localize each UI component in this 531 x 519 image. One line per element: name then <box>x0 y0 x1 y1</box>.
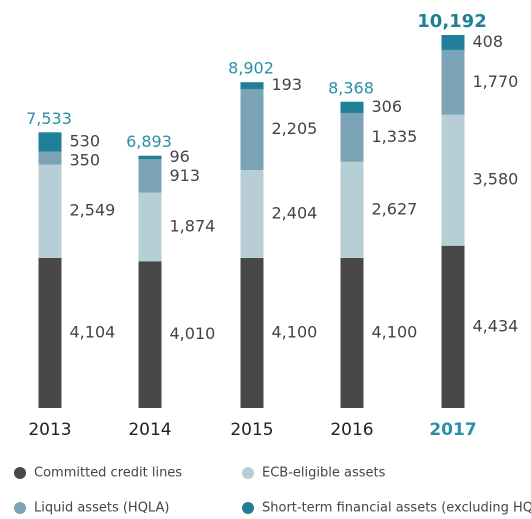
legend-label: Committed credit lines <box>34 466 182 481</box>
value-label: 4,434 <box>473 316 519 335</box>
bar-segment <box>38 257 62 408</box>
legend-label: ECB-eligible assets <box>262 466 386 481</box>
bar-segment <box>240 82 264 90</box>
value-label: 4,100 <box>372 322 418 341</box>
x-tick-label: 2015 <box>230 420 273 440</box>
value-label: 4,104 <box>70 322 116 341</box>
bar-segment <box>38 151 62 165</box>
bar-segment <box>441 114 465 246</box>
bar-segment <box>240 257 264 408</box>
bar-segment <box>441 35 465 50</box>
value-label: 4,010 <box>170 324 216 343</box>
value-label: 408 <box>473 32 504 51</box>
bar-segment <box>138 261 162 408</box>
bar-segment <box>340 101 364 113</box>
bar-segment <box>240 89 264 170</box>
total-label: 6,893 <box>126 132 172 151</box>
value-label: 2,627 <box>372 199 418 218</box>
bar-segment <box>138 192 162 262</box>
x-tick-label: 2017 <box>429 420 476 440</box>
bar-segment <box>340 112 364 162</box>
bar-segment <box>38 132 62 152</box>
bar-segment <box>38 164 62 258</box>
bar-segment <box>441 245 465 408</box>
value-label: 96 <box>170 147 190 166</box>
bar-segment <box>240 169 264 258</box>
bar-segment <box>138 155 162 160</box>
legend-swatch <box>242 467 254 479</box>
value-label: 913 <box>170 166 201 185</box>
total-label: 7,533 <box>26 109 72 128</box>
legend-label: Short-term financial assets (excluding H… <box>262 501 531 516</box>
legend-swatch <box>14 502 26 514</box>
total-label: 8,902 <box>228 59 274 78</box>
value-label: 1,770 <box>473 72 519 91</box>
value-label: 1,335 <box>372 127 418 146</box>
value-label: 2,205 <box>272 119 318 138</box>
total-label: 10,192 <box>417 11 486 32</box>
value-label: 3,580 <box>473 170 519 189</box>
value-label: 350 <box>70 151 101 170</box>
value-label: 2,404 <box>272 203 318 222</box>
legend-label: Liquid assets (HQLA) <box>34 501 169 516</box>
bar-segment <box>340 257 364 408</box>
value-label: 306 <box>372 97 403 116</box>
value-label: 530 <box>70 132 101 151</box>
legend-swatch <box>14 467 26 479</box>
bar-segment <box>340 161 364 258</box>
legend-swatch <box>242 502 254 514</box>
value-label: 193 <box>272 75 303 94</box>
total-label: 8,368 <box>328 78 374 97</box>
value-label: 4,100 <box>272 322 318 341</box>
bar-segment <box>441 49 465 115</box>
x-tick-label: 2013 <box>28 420 71 440</box>
value-label: 1,874 <box>170 216 216 235</box>
value-label: 2,549 <box>70 201 116 220</box>
x-tick-label: 2014 <box>128 420 171 440</box>
x-tick-label: 2016 <box>330 420 373 440</box>
bar-segment <box>138 159 162 193</box>
